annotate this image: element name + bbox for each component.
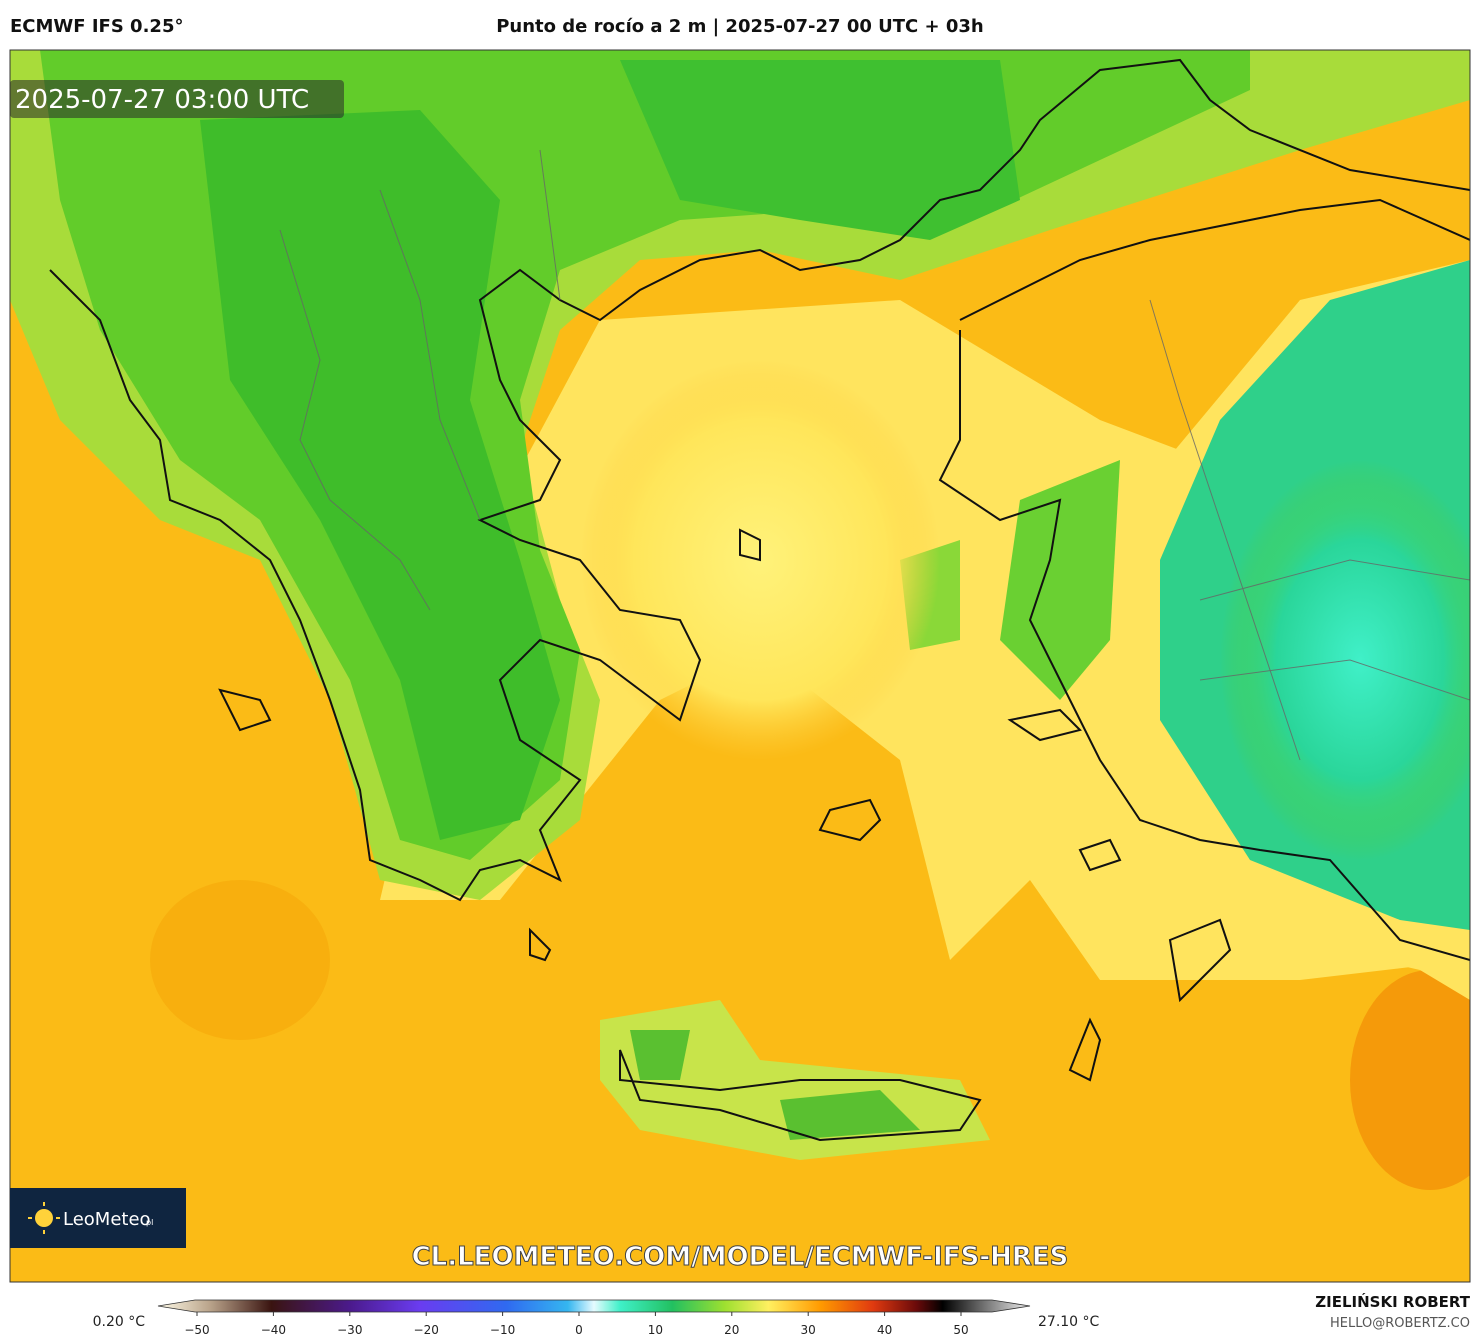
source-url: CL.LEOMETEO.COM/MODEL/ECMWF-IFS-HRES [412,1242,1069,1272]
colorbar-tick-label: 20 [724,1323,739,1337]
logo-text: LeoMeteo [63,1209,151,1230]
email: HELLO@ROBERTZ.CO [1330,1316,1470,1331]
colorbar [157,1299,1031,1313]
borders [279,149,1470,761]
colorbar-tick-label: 30 [801,1323,816,1337]
colorbar-tick-label: −20 [414,1323,439,1337]
colorbar-tick-label: −50 [184,1323,209,1337]
colorbar-tick-label: −10 [490,1323,515,1337]
map-area [10,50,1470,1282]
model-name: ECMWF IFS 0.25° [10,16,183,37]
logo-suffix: pl [146,1218,153,1227]
author: ZIELIŃSKI ROBERT [1315,1292,1470,1311]
timestamp-box [10,80,344,118]
colorbar-max: 27.10 °C [1038,1314,1100,1330]
colorbar-tick-label: −40 [261,1323,286,1337]
coastlines [49,58,1470,1142]
colorbar-tick-label: 40 [877,1323,892,1337]
timestamp: 2025-07-27 03:00 UTC [15,85,309,115]
colorbar-tick-label: −30 [337,1323,362,1337]
colorbar-ticks: −50 −40 −30 −20 −10 0 10 20 30 40 50 [184,1312,969,1337]
colorbar-tick-label: 10 [648,1323,663,1337]
colorbar-tick-label: 0 [575,1323,583,1337]
colorbar-tick-label: 50 [953,1323,968,1337]
map-title: Punto de rocío a 2 m | 2025-07-27 00 UTC… [496,16,984,37]
colorbar-min: 0.20 °C [93,1314,146,1330]
